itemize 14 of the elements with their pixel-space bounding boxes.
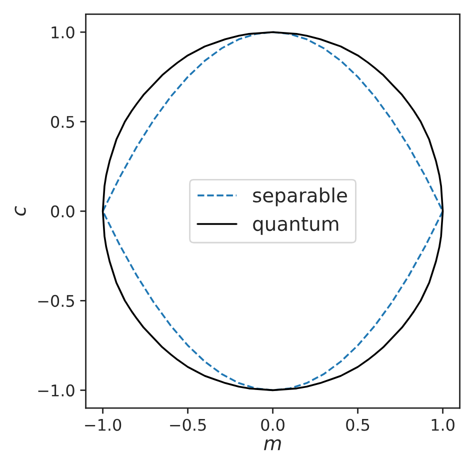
x-tick-label: 1.0 — [432, 418, 454, 431]
legend-label: separable — [253, 187, 347, 206]
x-tick-label: 0.0 — [261, 418, 284, 431]
y-tick-label: 0.0 — [51, 205, 74, 218]
x-tick-label: 0.5 — [346, 418, 370, 431]
x-tick-label: −1.0 — [85, 418, 122, 431]
legend-label: quantum — [253, 217, 338, 235]
y-tick-label: 0.5 — [51, 116, 74, 128]
x-axis-title: m — [264, 439, 281, 450]
x-tick-label: −0.5 — [170, 418, 206, 431]
y-axis-title: c — [14, 206, 26, 216]
y-tick-label: −1.0 — [38, 384, 74, 397]
y-tick-label: 1.0 — [52, 26, 74, 38]
y-tick-label: −0.5 — [38, 294, 74, 307]
